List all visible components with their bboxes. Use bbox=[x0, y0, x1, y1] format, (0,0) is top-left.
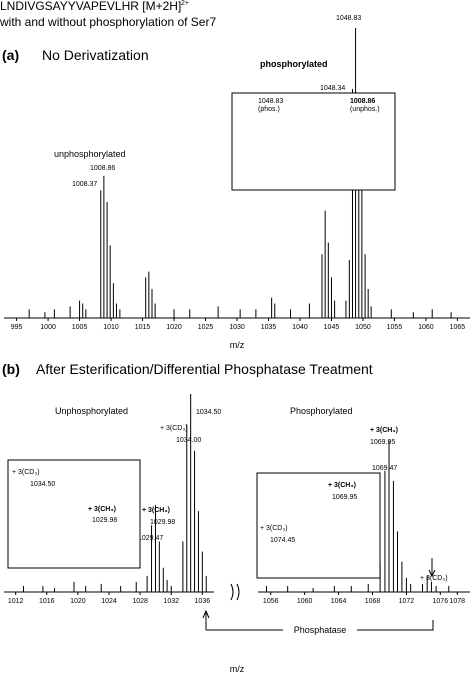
annotation: 1048.83 bbox=[258, 98, 283, 105]
annotation: + 3(CH₃) bbox=[88, 506, 116, 513]
x-tick-label: 1028 bbox=[132, 598, 148, 605]
annotation: 1034.50 bbox=[196, 409, 221, 416]
x-tick-label: 1030 bbox=[229, 324, 245, 331]
x-tick-label: 1064 bbox=[331, 598, 347, 605]
inset-box bbox=[7, 459, 141, 569]
x-axis-label: m/z bbox=[230, 340, 245, 350]
x-tick-label: 1036 bbox=[195, 598, 211, 605]
annotation: + 3(CD₃) bbox=[260, 525, 288, 532]
x-tick-label: 1020 bbox=[166, 324, 182, 331]
x-tick-label: 1078 bbox=[449, 598, 465, 605]
x-tick-label: 1040 bbox=[292, 324, 308, 331]
phosphatase-bracket bbox=[202, 609, 434, 631]
annotation: + 3(CD₃) bbox=[12, 469, 40, 476]
x-tick-label: 1055 bbox=[387, 324, 403, 331]
header-superscript: 2+ bbox=[181, 0, 189, 7]
panel-label: (a) bbox=[2, 47, 19, 63]
x-tick-label: 1012 bbox=[8, 598, 24, 605]
annotation: 1069.95 bbox=[370, 439, 395, 446]
arrow bbox=[428, 558, 436, 578]
annotation: 1008.86 bbox=[90, 165, 115, 172]
annotation: + 3(CH₃) bbox=[142, 507, 170, 514]
x-axis-label: m/z bbox=[230, 664, 245, 674]
x-tick-label: 1072 bbox=[399, 598, 415, 605]
axis-break bbox=[230, 583, 240, 601]
annotation: 1034.00 bbox=[176, 437, 201, 444]
panel-title: No Derivatization bbox=[42, 47, 149, 63]
x-tick-label: 1024 bbox=[101, 598, 117, 605]
x-tick-label: 1000 bbox=[40, 324, 56, 331]
x-tick-label: 1025 bbox=[198, 324, 214, 331]
annotation: 1008.86 bbox=[350, 98, 375, 105]
annotation: (unphos.) bbox=[350, 106, 380, 113]
annotation: 1048.83 bbox=[336, 15, 361, 22]
annotation: 1008.37 bbox=[72, 181, 97, 188]
panel-label: (b) bbox=[2, 361, 20, 377]
x-tick-label: 1060 bbox=[297, 598, 313, 605]
annotation: 1069.95 bbox=[332, 494, 357, 501]
annotation: 1029.98 bbox=[150, 519, 175, 526]
x-tick-label: 1016 bbox=[39, 598, 55, 605]
header-line2: with and without phosphorylation of Ser7 bbox=[0, 15, 216, 29]
annotation: 1034.50 bbox=[30, 481, 55, 488]
x-tick-label: 1060 bbox=[418, 324, 434, 331]
annotation: phosphorylated bbox=[260, 59, 328, 69]
x-tick-label: 995 bbox=[11, 324, 23, 331]
x-tick-label: 1045 bbox=[324, 324, 340, 331]
annotation: (phos.) bbox=[258, 106, 280, 113]
annotation: 1029.47 bbox=[138, 535, 163, 542]
annotation: 1048.34 bbox=[320, 85, 345, 92]
annotation: 1074.45 bbox=[270, 537, 295, 544]
inset-box bbox=[231, 92, 396, 191]
annotation: Phosphatase bbox=[294, 625, 347, 635]
x-tick-label: 1020 bbox=[70, 598, 86, 605]
x-tick-label: 1076 bbox=[433, 598, 449, 605]
annotation: + 3(CH₃) bbox=[370, 427, 398, 434]
annotation: + 3(CH₃) bbox=[328, 482, 356, 489]
annotation: 1029.98 bbox=[92, 517, 117, 524]
annotation: 1069.47 bbox=[372, 465, 397, 472]
x-tick-label: 1050 bbox=[355, 324, 371, 331]
x-tick-label: 1032 bbox=[163, 598, 179, 605]
x-tick-label: 1035 bbox=[261, 324, 277, 331]
x-tick-label: 1065 bbox=[450, 324, 466, 331]
label-bg bbox=[283, 624, 357, 636]
annotation: + 3(CD₃) bbox=[160, 425, 188, 432]
x-tick-label: 1015 bbox=[135, 324, 151, 331]
x-tick-label: 1010 bbox=[103, 324, 119, 331]
annotation: + 3(CD₃) bbox=[420, 575, 448, 582]
annotation: Phosphorylated bbox=[290, 406, 353, 416]
x-tick-label: 1068 bbox=[365, 598, 381, 605]
x-tick-label: 1005 bbox=[72, 324, 88, 331]
inset-box bbox=[256, 472, 381, 579]
annotation: unphosphorylated bbox=[54, 149, 126, 159]
header-line1: LNDIVGSAYYVAPEVLHR [M+2H] bbox=[0, 0, 181, 13]
x-tick-label: 1056 bbox=[263, 598, 279, 605]
annotation: Unphosphorylated bbox=[55, 406, 128, 416]
panel-title: After Esterification/Differential Phosph… bbox=[36, 361, 373, 377]
